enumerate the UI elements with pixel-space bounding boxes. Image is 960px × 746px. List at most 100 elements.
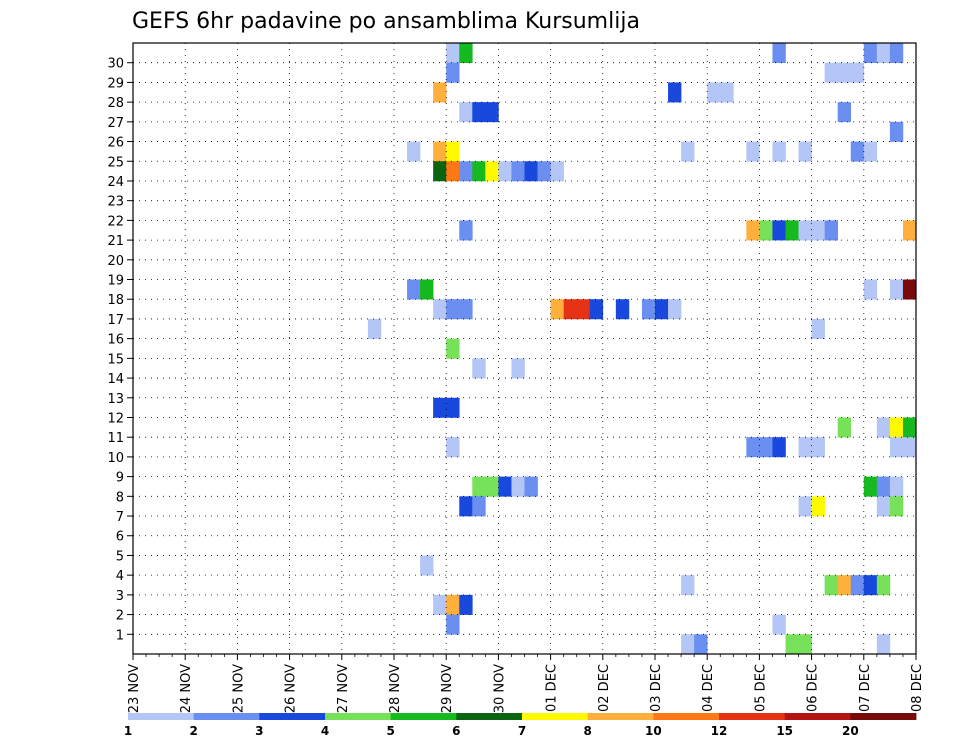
colorbar-segment [325, 713, 392, 720]
precip-cell [446, 397, 460, 418]
y-tick-label: 28 [107, 96, 124, 111]
y-tick-label: 5 [116, 549, 124, 564]
precip-cell [550, 299, 564, 320]
precip-cell [837, 417, 852, 438]
colorbar-segment [522, 713, 589, 720]
precip-cell [863, 43, 878, 64]
precip-cell [459, 43, 473, 64]
y-tick-label: 19 [107, 274, 124, 289]
colorbar-tick-label: 12 [711, 724, 728, 738]
precip-cell [876, 496, 891, 517]
precip-cell [472, 102, 486, 123]
precip-cell [889, 417, 904, 438]
precip-cell [811, 496, 825, 517]
precip-cell [420, 555, 434, 576]
y-tick-label: 13 [107, 392, 124, 407]
precip-cell [889, 476, 904, 497]
colorbar-segment [653, 713, 720, 720]
precip-cell [563, 299, 577, 320]
precip-cell [863, 279, 878, 300]
precip-cell [446, 299, 460, 320]
precip-cell [433, 82, 447, 103]
colorbar-segment [850, 713, 917, 720]
precip-cell [641, 299, 656, 320]
y-tick-label: 30 [107, 57, 124, 72]
precip-cell [785, 220, 799, 241]
precip-cell [446, 141, 460, 162]
precip-cell [459, 161, 473, 182]
precip-cell [433, 594, 447, 615]
colorbar-segment [456, 713, 523, 720]
precip-cell [367, 318, 382, 339]
colorbar-tick-label: 10 [645, 724, 662, 738]
y-tick-label: 2 [116, 609, 124, 624]
precip-cell [524, 161, 538, 182]
x-tick-label: 29 NOV [440, 664, 455, 713]
precip-cell [837, 102, 852, 123]
precip-cell [459, 594, 473, 615]
precip-cell [472, 476, 486, 497]
colorbar-tick-label: 15 [776, 724, 793, 738]
y-tick-label: 25 [107, 155, 124, 170]
colorbar-segment [193, 713, 260, 720]
precip-cell [550, 161, 564, 182]
precip-cell [446, 594, 460, 615]
x-tick-label: 25 NOV [231, 664, 246, 713]
precip-cell [459, 102, 473, 123]
precip-cell [681, 575, 695, 596]
precip-cell [459, 299, 473, 320]
precip-cell [746, 141, 760, 162]
y-tick-label: 18 [107, 293, 124, 308]
y-tick-label: 9 [116, 471, 124, 486]
colorbar-segment [390, 713, 457, 720]
y-tick-label: 3 [116, 589, 124, 604]
precip-cell [511, 476, 525, 497]
x-tick-label: 06 DEC [806, 664, 821, 712]
colorbar-segment [784, 713, 851, 720]
precip-cell [798, 220, 812, 241]
precip-cell [837, 62, 852, 83]
precip-cell [772, 220, 786, 241]
precip-cell [459, 496, 473, 517]
x-tick-label: 30 NOV [492, 664, 507, 713]
precip-cell [655, 299, 669, 320]
x-tick-label: 27 NOV [336, 664, 351, 713]
precip-cell [889, 496, 904, 517]
precip-cell [772, 141, 786, 162]
precip-cell [498, 161, 512, 182]
colorbar-tick-label: 20 [842, 724, 859, 738]
axes-layer: 1234567891011121314151617181920212223242… [107, 42, 925, 713]
x-tick-label: 02 DEC [597, 664, 612, 712]
precip-cell [889, 279, 904, 300]
colorbar-tick-label: 4 [321, 724, 329, 738]
precip-cell [446, 161, 460, 182]
y-tick-label: 29 [107, 76, 124, 91]
precip-cell [694, 634, 708, 655]
precip-cell [459, 220, 473, 241]
y-tick-label: 1 [116, 628, 124, 643]
precip-cell [472, 358, 486, 379]
y-tick-label: 17 [107, 313, 124, 328]
precip-cell [681, 141, 695, 162]
precip-cell [668, 82, 682, 103]
y-tick-label: 7 [116, 510, 124, 525]
colorbar-tick-label: 5 [386, 724, 394, 738]
y-tick-label: 27 [107, 116, 124, 131]
precip-cell [746, 437, 760, 458]
precip-cell [811, 318, 825, 339]
x-tick-label: 24 NOV [179, 664, 194, 713]
precip-cell [446, 338, 460, 359]
colorbar-tick-label: 2 [189, 724, 197, 738]
precip-cell [811, 220, 825, 241]
colorbar-segment [719, 713, 786, 720]
grid-layer [133, 43, 916, 654]
precip-cell [772, 43, 786, 64]
precip-cell [824, 62, 838, 83]
x-tick-label: 28 NOV [388, 664, 403, 713]
precip-cell [446, 614, 460, 635]
x-tick-label: 23 NOV [127, 664, 142, 713]
precip-cell [407, 279, 421, 300]
precip-cell [407, 141, 421, 162]
precip-cell [902, 417, 917, 438]
